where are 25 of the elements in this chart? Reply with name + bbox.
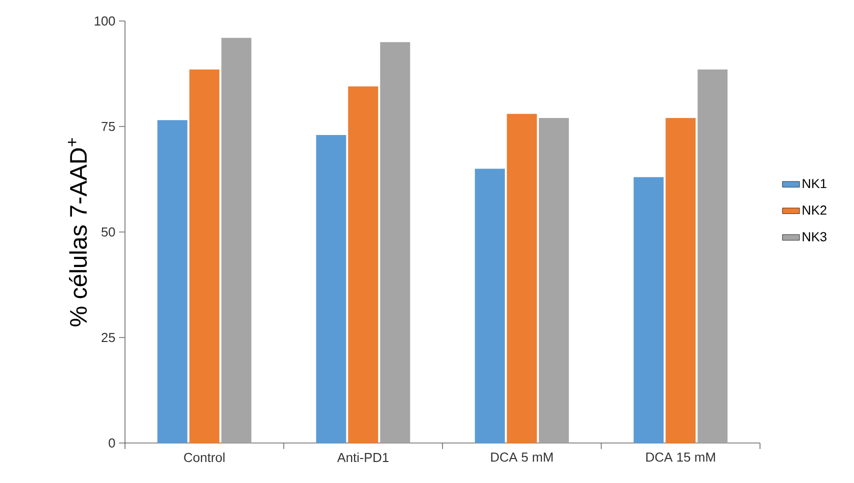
legend-label: NK2	[802, 206, 826, 215]
x-tick-label: DCA 5 mM	[491, 452, 553, 462]
bar	[189, 70, 220, 443]
y-tick-label: 100	[94, 16, 115, 26]
bar	[380, 42, 410, 443]
bar	[316, 134, 346, 443]
legend-label: NK3	[802, 232, 826, 242]
bar	[474, 168, 505, 443]
x-tick-label: Anti-PD1	[337, 452, 389, 462]
legend-label: NK1	[802, 179, 826, 188]
y-tick-label: 75	[102, 122, 115, 132]
bar	[221, 38, 252, 443]
y-tick-label: 0	[108, 438, 115, 448]
x-tick-label: DCA 15 mM	[646, 452, 715, 462]
bar	[538, 118, 569, 443]
bar	[506, 114, 537, 443]
bar	[157, 120, 188, 443]
y-tick-label: 25	[102, 332, 115, 342]
bar	[666, 118, 696, 443]
bar	[698, 70, 728, 443]
y-axis-title: % células 7-AAD$^{+}$	[68, 138, 87, 326]
bar	[348, 86, 378, 443]
bar	[634, 177, 664, 443]
x-tick-label: Control	[184, 452, 224, 462]
y-tick-label: 50	[102, 227, 115, 237]
